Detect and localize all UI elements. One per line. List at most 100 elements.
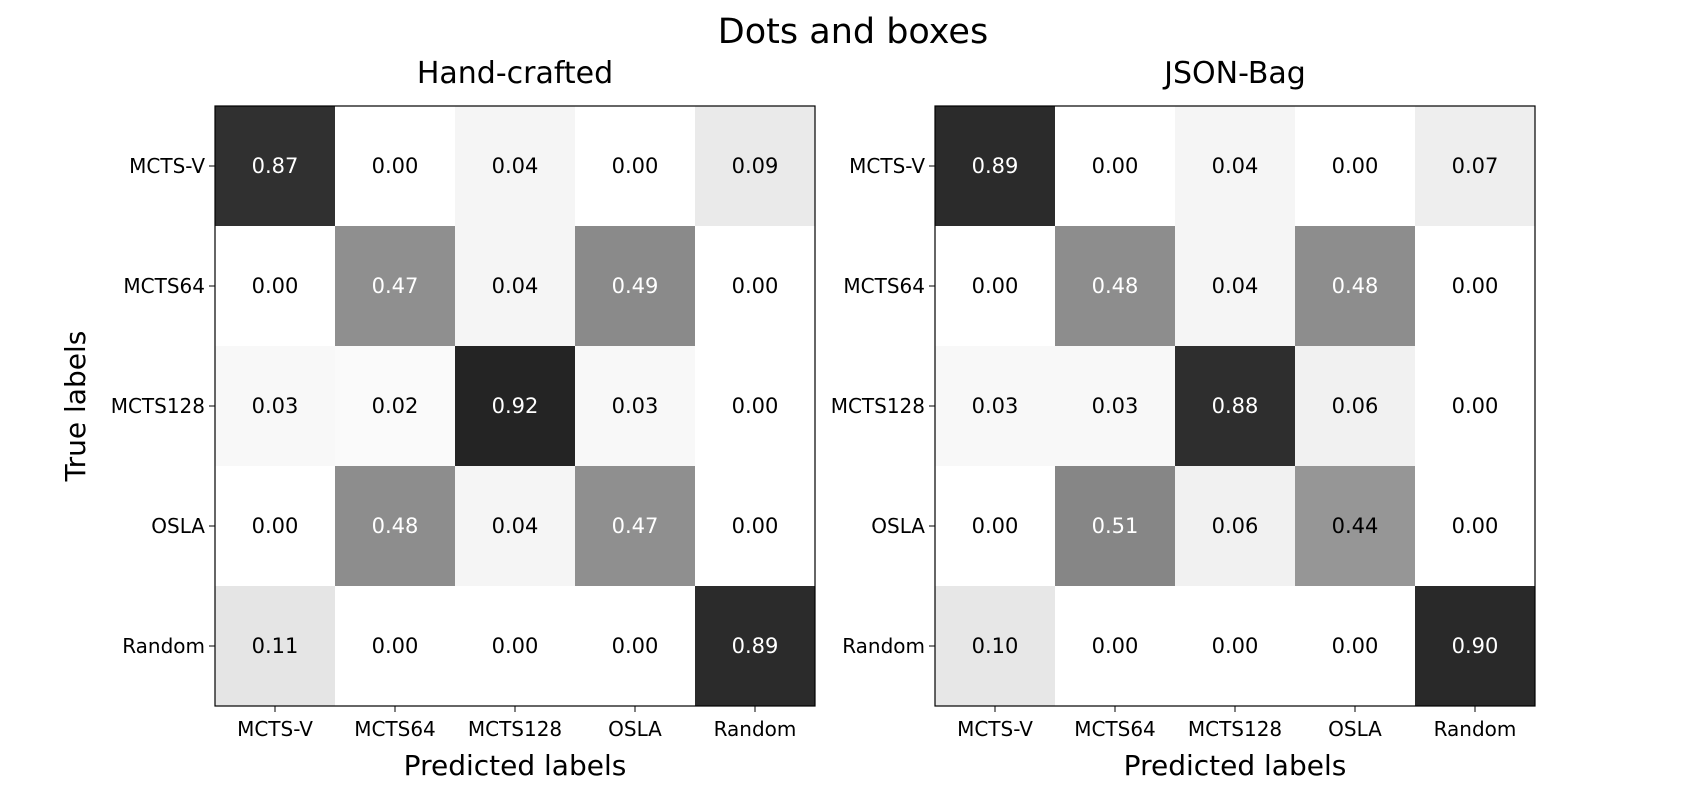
heatmap-cell (455, 586, 575, 706)
heatmap-cell (1295, 466, 1415, 586)
heatmap-cell (215, 346, 335, 466)
cell-value-label: 0.00 (372, 154, 419, 178)
cell-value-label: 0.48 (1332, 274, 1379, 298)
heatmap-cell (935, 346, 1055, 466)
cell-value-label: 0.03 (252, 394, 299, 418)
y-tick-label: MCTS-V (129, 154, 205, 178)
cell-value-label: 0.02 (372, 394, 419, 418)
cell-value-label: 0.04 (1212, 154, 1259, 178)
heatmap-cell (1295, 346, 1415, 466)
heatmap-cell (455, 346, 575, 466)
heatmap-cell (1055, 106, 1175, 226)
heatmap-cell (575, 346, 695, 466)
chart-title: Hand-crafted (417, 56, 613, 91)
x-tick-label: OSLA (1328, 717, 1382, 741)
y-tick-label: MCTS-V (849, 154, 925, 178)
x-tick-label: MCTS128 (468, 717, 562, 741)
heatmap-cell (215, 466, 335, 586)
cell-value-label: 0.00 (732, 514, 779, 538)
x-tick-label: OSLA (608, 717, 662, 741)
heatmap-cell (935, 586, 1055, 706)
x-tick-label: MCTS64 (354, 717, 436, 741)
heatmap-cell (335, 466, 455, 586)
heatmap-cell (695, 106, 815, 226)
heatmap-cell (1415, 466, 1535, 586)
cell-value-label: 0.00 (612, 634, 659, 658)
cell-value-label: 0.47 (612, 514, 659, 538)
cell-value-label: 0.47 (372, 274, 419, 298)
cell-value-label: 0.00 (1452, 394, 1499, 418)
cell-value-label: 0.00 (1092, 634, 1139, 658)
heatmap-cell (335, 346, 455, 466)
heatmap-cell (455, 466, 575, 586)
x-tick-label: MCTS128 (1188, 717, 1282, 741)
heatmap-cell (1415, 106, 1535, 226)
cell-value-label: 0.00 (252, 514, 299, 538)
cell-value-label: 0.00 (1332, 154, 1379, 178)
cell-value-label: 0.92 (492, 394, 539, 418)
heatmap-cell (1175, 346, 1295, 466)
heatmap-cell (935, 106, 1055, 226)
heatmap-cell (575, 226, 695, 346)
cell-value-label: 0.00 (492, 634, 539, 658)
y-axis-label: True labels (59, 331, 92, 483)
cell-value-label: 0.49 (612, 274, 659, 298)
heatmap-cell (1055, 346, 1175, 466)
heatmap-cell (935, 226, 1055, 346)
heatmap-cell (695, 226, 815, 346)
heatmap-cell (335, 586, 455, 706)
y-tick-label: OSLA (151, 514, 205, 538)
heatmap-cell (1175, 226, 1295, 346)
cell-value-label: 0.90 (1452, 634, 1499, 658)
heatmap-cell (575, 106, 695, 226)
heatmap-cell (695, 466, 815, 586)
heatmap-cell (575, 586, 695, 706)
heatmap-cell (1055, 586, 1175, 706)
cell-value-label: 0.00 (1332, 634, 1379, 658)
cell-value-label: 0.89 (732, 634, 779, 658)
heatmap-cell (1175, 466, 1295, 586)
x-tick-label: MCTS-V (237, 717, 313, 741)
cell-value-label: 0.88 (1212, 394, 1259, 418)
heatmap-cell (455, 106, 575, 226)
x-tick-label: Random (714, 717, 797, 741)
cell-value-label: 0.00 (252, 274, 299, 298)
cell-value-label: 0.10 (972, 634, 1019, 658)
heatmap-cell (1415, 586, 1535, 706)
heatmap-cell (1295, 586, 1415, 706)
heatmap-cell (935, 466, 1055, 586)
cell-value-label: 0.04 (492, 274, 539, 298)
cell-value-label: 0.07 (1452, 154, 1499, 178)
heatmap-cell (1415, 226, 1535, 346)
heatmap-cell (695, 586, 815, 706)
heatmap-cell (1415, 346, 1535, 466)
heatmap-cell (215, 106, 335, 226)
x-axis-label: Predicted labels (1124, 749, 1347, 782)
y-tick-label: Random (122, 634, 205, 658)
y-tick-label: MCTS64 (843, 274, 925, 298)
cell-value-label: 0.11 (252, 634, 299, 658)
cell-value-label: 0.04 (1212, 274, 1259, 298)
cell-value-label: 0.09 (732, 154, 779, 178)
heatmap-cell (455, 226, 575, 346)
heatmap-cell (575, 466, 695, 586)
y-tick-label: MCTS64 (123, 274, 205, 298)
heatmap-cell (695, 346, 815, 466)
cell-value-label: 0.48 (1092, 274, 1139, 298)
y-tick-label: OSLA (871, 514, 925, 538)
heatmap-cell (215, 226, 335, 346)
x-tick-label: Random (1434, 717, 1517, 741)
heatmap-cell (1295, 106, 1415, 226)
x-axis-label: Predicted labels (404, 749, 627, 782)
heatmap-cell (1295, 226, 1415, 346)
cell-value-label: 0.00 (732, 274, 779, 298)
figure-title: Dots and boxes (718, 12, 988, 52)
cell-value-label: 0.00 (372, 634, 419, 658)
cell-value-label: 0.44 (1332, 514, 1379, 538)
cell-value-label: 0.00 (972, 274, 1019, 298)
cell-value-label: 0.03 (1092, 394, 1139, 418)
cell-value-label: 0.48 (372, 514, 419, 538)
heatmap-cell (1175, 106, 1295, 226)
cell-value-label: 0.51 (1092, 514, 1139, 538)
